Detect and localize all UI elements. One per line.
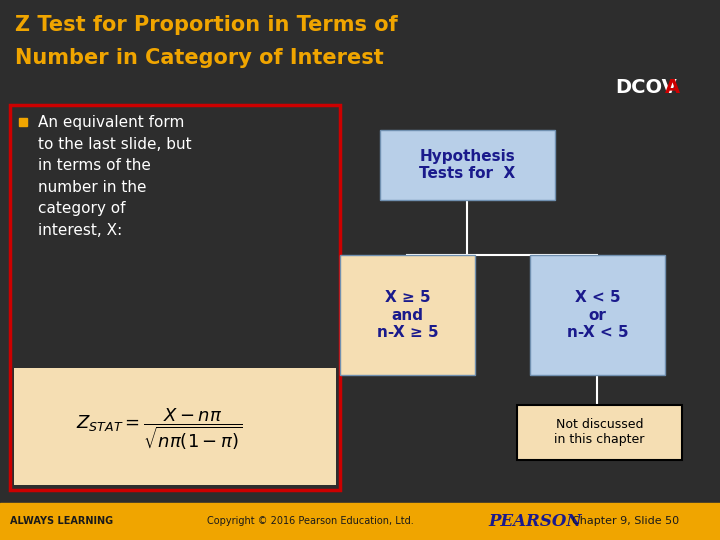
Bar <box>19 118 27 126</box>
FancyBboxPatch shape <box>530 255 665 375</box>
Text: Chapter 9, Slide 50: Chapter 9, Slide 50 <box>572 516 679 526</box>
Text: Number in Category of Interest: Number in Category of Interest <box>15 48 384 68</box>
Text: An equivalent form
to the last slide, but
in terms of the
number in the
category: An equivalent form to the last slide, bu… <box>38 115 192 238</box>
Text: Copyright © 2016 Pearson Education, Ltd.: Copyright © 2016 Pearson Education, Ltd. <box>207 516 413 526</box>
Text: Z Test for Proportion in Terms of: Z Test for Proportion in Terms of <box>15 15 397 35</box>
FancyBboxPatch shape <box>14 368 336 485</box>
FancyBboxPatch shape <box>517 405 682 460</box>
FancyBboxPatch shape <box>380 130 555 200</box>
Text: X < 5
or
n-X < 5: X < 5 or n-X < 5 <box>567 290 629 340</box>
Bar <box>0 503 720 540</box>
Text: PEARSON: PEARSON <box>488 513 582 530</box>
Text: $Z_{STAT} = \dfrac{X - n\pi}{\sqrt{n\pi(1-\pi)}}$: $Z_{STAT} = \dfrac{X - n\pi}{\sqrt{n\pi(… <box>76 406 242 452</box>
Text: Hypothesis
Tests for  X: Hypothesis Tests for X <box>419 149 516 181</box>
Text: Not discussed
in this chapter: Not discussed in this chapter <box>554 418 644 447</box>
Text: X ≥ 5
and
n-X ≥ 5: X ≥ 5 and n-X ≥ 5 <box>377 290 438 340</box>
Text: A: A <box>665 78 680 97</box>
Text: ALWAYS LEARNING: ALWAYS LEARNING <box>10 516 113 526</box>
FancyBboxPatch shape <box>340 255 475 375</box>
Text: DCOV: DCOV <box>615 78 677 97</box>
FancyBboxPatch shape <box>10 105 340 490</box>
